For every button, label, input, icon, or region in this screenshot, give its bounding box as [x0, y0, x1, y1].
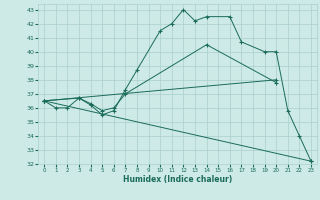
X-axis label: Humidex (Indice chaleur): Humidex (Indice chaleur)	[123, 175, 232, 184]
